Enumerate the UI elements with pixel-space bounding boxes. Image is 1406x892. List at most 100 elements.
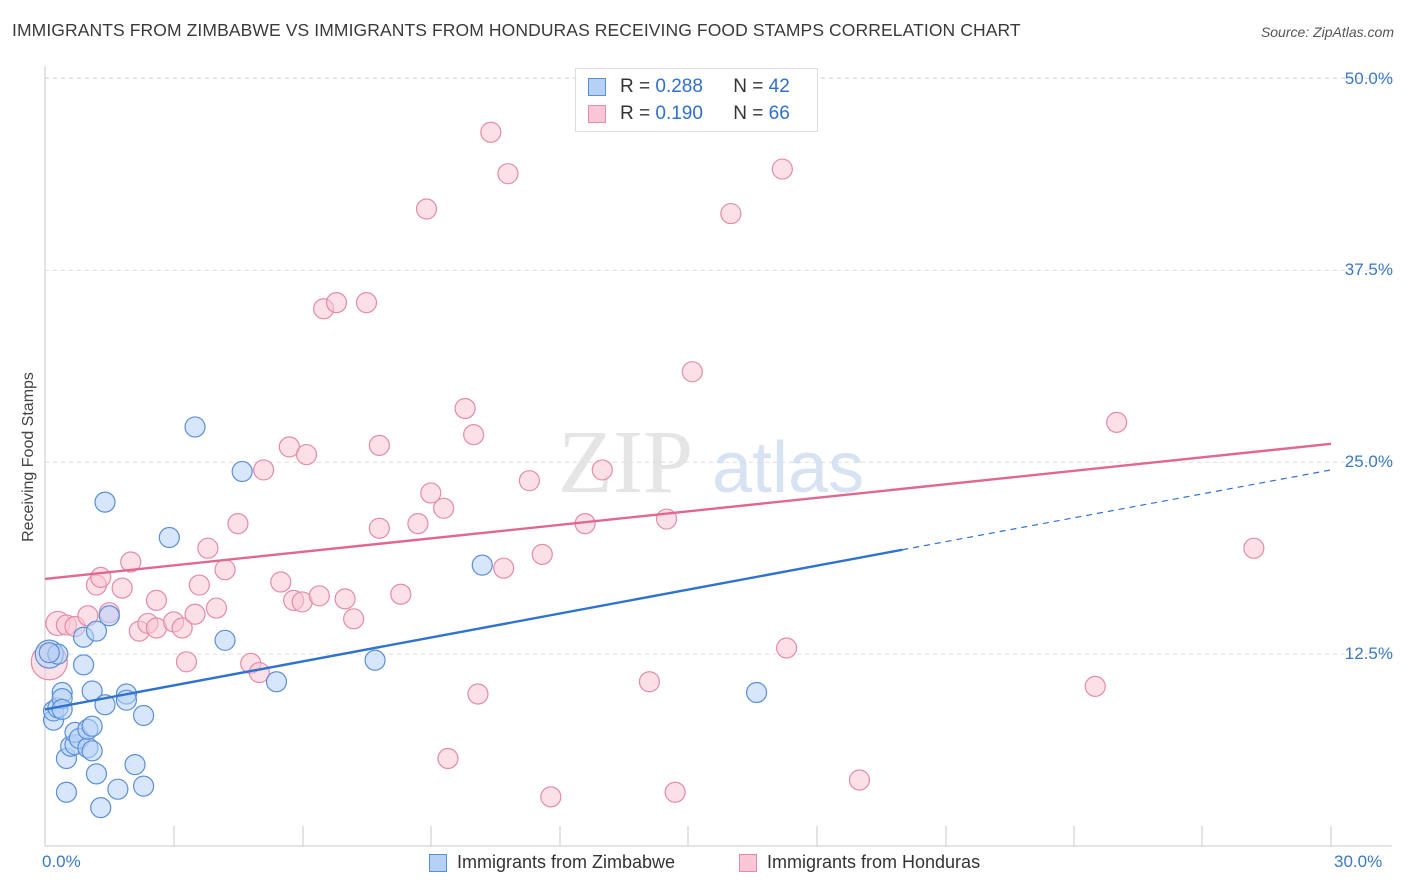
r-label: R = — [620, 103, 651, 124]
honduras-point — [111, 577, 133, 599]
honduras-point — [343, 608, 365, 630]
zimbabwe-legend-swatch — [429, 853, 447, 872]
honduras-point — [197, 537, 219, 559]
y-tick-12-5: 12.5% — [1344, 644, 1393, 664]
honduras-point — [463, 424, 485, 446]
zimbabwe-point — [471, 554, 493, 576]
y-tick-50: 50.0% — [1344, 68, 1393, 88]
honduras-point — [664, 781, 686, 803]
zimbabwe-swatch — [588, 78, 606, 96]
honduras-point — [415, 198, 438, 220]
zimbabwe-point — [214, 629, 236, 651]
zimbabwe-point — [72, 654, 95, 676]
honduras-point — [771, 158, 793, 180]
zimbabwe-point — [132, 775, 155, 797]
trend-lines — [44, 442, 1332, 711]
honduras-point — [467, 683, 489, 705]
honduras-point — [390, 583, 412, 605]
honduras-point — [407, 513, 429, 535]
honduras-point — [1106, 411, 1128, 433]
honduras-point — [493, 557, 515, 579]
honduras-r-value: 0.190 — [655, 103, 703, 124]
stats-legend: R = 0.288 N = 42 R = 0.190 N = 66 — [575, 68, 818, 132]
zimbabwe-trend-extension — [902, 469, 1332, 551]
x-tick-min: 0.0% — [42, 852, 81, 871]
honduras-point — [531, 543, 553, 565]
honduras-trend-line — [44, 442, 1332, 581]
honduras-point — [325, 292, 348, 314]
bottom-legend-honduras: Immigrants from Honduras — [739, 852, 980, 873]
zimbabwe-point — [158, 526, 180, 549]
honduras-point — [227, 513, 249, 535]
honduras-point — [205, 597, 228, 619]
honduras-point — [90, 566, 112, 588]
zimbabwe-point — [81, 740, 103, 762]
honduras-point — [497, 163, 519, 185]
zimbabwe-point — [231, 460, 253, 483]
watermark: ZIP atlas — [558, 413, 864, 512]
zimbabwe-point — [107, 778, 129, 800]
n-label: N = — [733, 76, 764, 97]
honduras-point — [420, 482, 442, 504]
watermark-zip: ZIP — [558, 413, 693, 512]
zimbabwe-trend-line — [44, 548, 903, 711]
zimbabwe-point — [124, 754, 146, 776]
y-tick-25: 25.0% — [1344, 452, 1393, 472]
x-tick-max: 30.0% — [1334, 852, 1383, 871]
honduras-point — [433, 497, 455, 519]
source-note: Source: ZipAtlas.com — [1260, 24, 1394, 40]
honduras-point — [295, 443, 318, 466]
honduras-swatch — [588, 105, 606, 123]
zimbabwe-point — [745, 681, 768, 704]
honduras-point — [848, 769, 871, 791]
zimbabwe-legend-label: Immigrants from Zimbabwe — [457, 852, 676, 872]
honduras-point — [214, 559, 236, 581]
bottom-legend-zimbabwe: Immigrants from Zimbabwe — [429, 852, 675, 873]
series-zimbabwe-points — [34, 416, 768, 819]
zimbabwe-point — [184, 416, 206, 438]
zimbabwe-n-value: 42 — [768, 76, 790, 97]
zimbabwe-point — [265, 671, 288, 693]
honduras-point — [188, 574, 210, 596]
honduras-point — [184, 603, 206, 625]
honduras-point — [638, 671, 661, 693]
honduras-point — [368, 434, 390, 456]
n-label: N = — [733, 103, 764, 124]
r-label: R = — [620, 76, 651, 97]
zimbabwe-point — [85, 620, 108, 642]
legend-row-zimbabwe: R = 0.288 N = 42 — [588, 75, 790, 99]
honduras-point — [518, 470, 540, 492]
zimbabwe-point — [364, 649, 386, 671]
honduras-point — [270, 571, 292, 593]
honduras-point — [1243, 537, 1265, 559]
legend-row-honduras: R = 0.190 N = 66 — [588, 102, 790, 126]
zimbabwe-point — [38, 641, 60, 664]
honduras-point — [368, 517, 390, 539]
honduras-point — [720, 202, 742, 225]
honduras-point — [454, 397, 476, 420]
honduras-point — [1084, 675, 1106, 697]
zimbabwe-point — [55, 781, 78, 803]
honduras-point — [681, 361, 703, 383]
zimbabwe-point — [85, 763, 108, 785]
honduras-point — [437, 747, 459, 770]
zimbabwe-point — [94, 491, 116, 513]
chart-title: IMMIGRANTS FROM ZIMBABWE VS IMMIGRANTS F… — [12, 20, 1021, 40]
gridlines — [45, 77, 1392, 655]
honduras-legend-swatch — [739, 853, 757, 872]
zimbabwe-point — [81, 715, 103, 737]
honduras-point — [175, 651, 198, 673]
honduras-point — [591, 459, 613, 481]
honduras-point — [540, 786, 562, 808]
honduras-point — [355, 292, 378, 314]
honduras-n-value: 66 — [768, 103, 790, 124]
honduras-point — [253, 459, 275, 481]
y-tick-37-5: 37.5% — [1344, 260, 1393, 280]
honduras-point — [334, 588, 356, 610]
zimbabwe-point — [98, 605, 120, 627]
honduras-point — [775, 637, 798, 659]
honduras-point — [171, 617, 193, 639]
honduras-point — [120, 551, 142, 573]
honduras-point — [480, 121, 502, 143]
